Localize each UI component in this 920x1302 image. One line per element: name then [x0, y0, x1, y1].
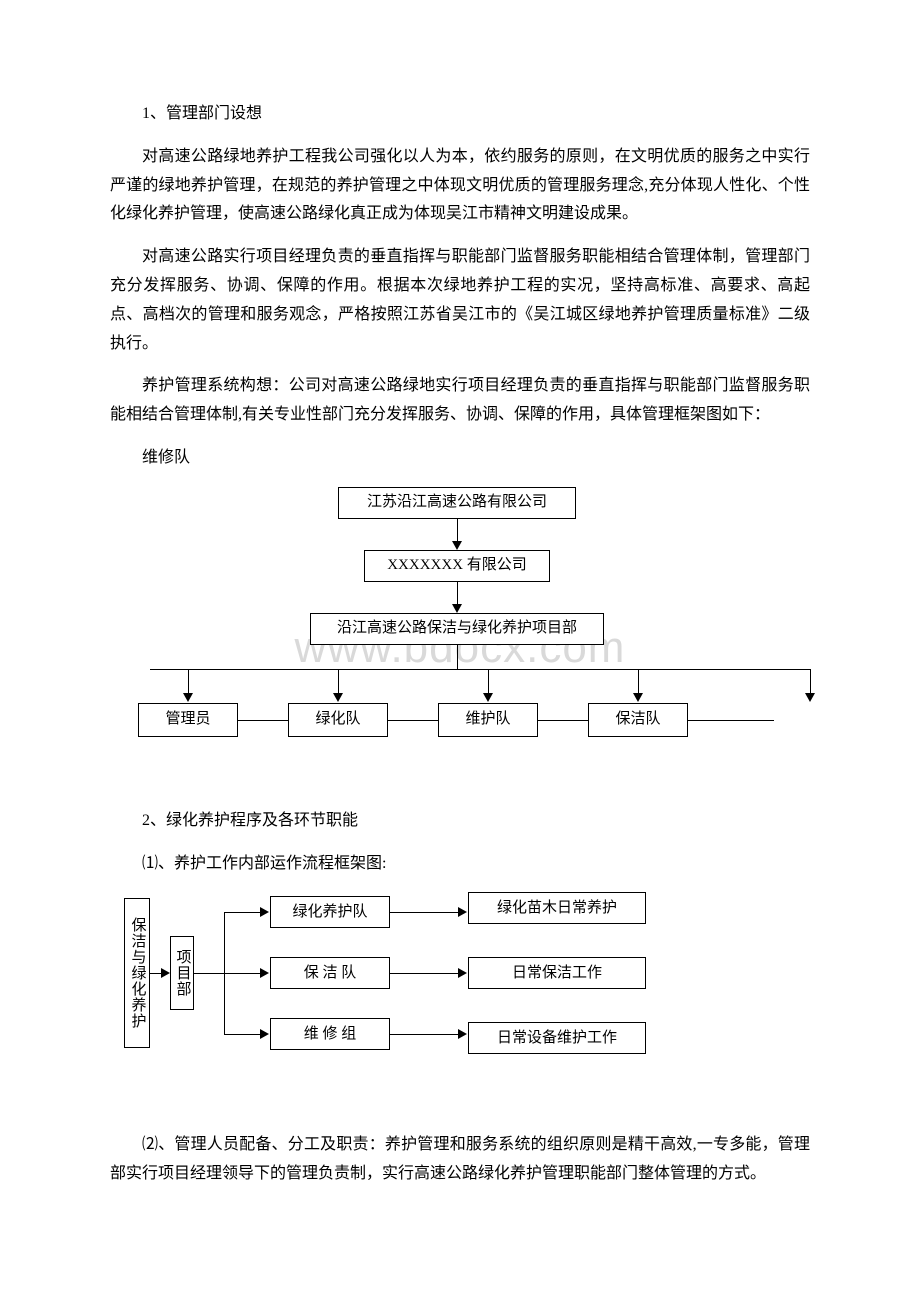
- node-leaf-maint: 维护队: [438, 703, 538, 737]
- section1-heading: 1、管理部门设想: [110, 100, 810, 129]
- section2-sub1: ⑴、养护工作内部运作流程框架图:: [110, 850, 810, 879]
- arrow-down-icon: [452, 541, 462, 550]
- arrow-down-icon: [452, 604, 462, 613]
- mid-node-1: 保 洁 队: [270, 957, 390, 989]
- section1-p3: 养护管理系统构想：公司对高速公路绿地实行项目经理负责的垂直指挥与职能部门监督服务…: [110, 372, 810, 430]
- mid-node-0: 绿化养护队: [270, 896, 390, 928]
- workflow-chart-2: 保洁与绿化养护 项目部 绿化养护队 保 洁 队 维 修 组 绿化苗木日常养护 日…: [110, 892, 810, 1082]
- arrow-right-icon: [458, 907, 467, 917]
- node-leaf-manager: 管理员: [138, 703, 238, 737]
- section3-p: ⑵、管理人员配备、分工及职责：养护管理和服务系统的组织原则是精干高效,一专多能，…: [110, 1131, 810, 1189]
- arrow-right-icon: [260, 907, 269, 917]
- vnode-main: 保洁与绿化养护: [124, 898, 150, 1048]
- node-dept: 沿江高速公路保洁与绿化养护项目部: [310, 613, 604, 645]
- arrow-down-icon: [483, 693, 493, 702]
- arrow-right-icon: [260, 968, 269, 978]
- section1-p2: 对高速公路实行项目经理负责的垂直指挥与职能部门监督服务职能相结合管理体制，管理部…: [110, 243, 810, 358]
- arrow-right-icon: [260, 1029, 269, 1039]
- node-company-mid: XXXXXXX 有限公司: [364, 550, 550, 582]
- right-node-1: 日常保洁工作: [468, 957, 646, 989]
- right-node-0: 绿化苗木日常养护: [468, 892, 646, 924]
- mid-node-2: 维 修 组: [270, 1018, 390, 1050]
- section1-p1: 对高速公路绿地养护工程我公司强化以人为本，依约服务的原则，在文明优质的服务之中实…: [110, 143, 810, 229]
- section1-label-team: 维修队: [110, 444, 810, 473]
- arrow-down-icon: [183, 693, 193, 702]
- vnode-sub: 项目部: [170, 936, 194, 1010]
- right-node-2: 日常设备维护工作: [468, 1022, 646, 1054]
- arrow-right-icon: [458, 968, 467, 978]
- section2-heading: 2、绿化养护程序及各环节职能: [110, 807, 810, 836]
- node-leaf-green: 绿化队: [288, 703, 388, 737]
- node-company-top: 江苏沿江高速公路有限公司: [338, 487, 576, 519]
- arrow-down-icon: [633, 693, 643, 702]
- arrow-down-icon: [805, 693, 815, 702]
- arrow-down-icon: [333, 693, 343, 702]
- org-chart-1: 江苏沿江高速公路有限公司 XXXXXXX 有限公司 沿江高速公路保洁与绿化养护项…: [110, 487, 810, 787]
- node-leaf-clean: 保洁队: [588, 703, 688, 737]
- arrow-right-icon: [458, 1029, 467, 1039]
